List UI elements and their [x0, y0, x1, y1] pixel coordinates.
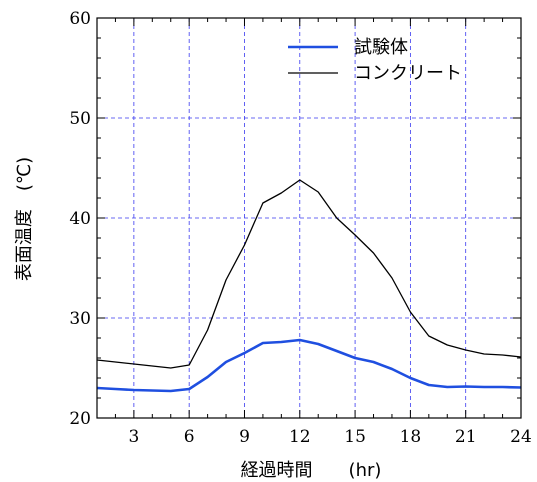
x-tick-label: 3: [128, 427, 139, 447]
x-tick-label: 9: [239, 427, 250, 447]
legend-label-1: 試験体: [354, 37, 408, 58]
x-tick-label: 21: [455, 427, 477, 447]
series-line-1: [96, 338, 522, 393]
y-tick-label: 50: [69, 109, 91, 129]
x-tick-label: 18: [400, 427, 422, 447]
axis-ticks: [96, 17, 522, 419]
grid-lines: [97, 18, 521, 418]
y-axis-title: 表面温度 (℃): [14, 157, 35, 281]
y-tick-label: 40: [69, 209, 91, 229]
x-tick-label: 15: [344, 427, 366, 447]
legend-label-2: コンクリート: [354, 63, 462, 84]
series-lines: [96, 179, 522, 393]
x-axis-title: 経過時間 (hr): [241, 460, 382, 481]
y-tick-label: 20: [69, 409, 91, 429]
y-tick-label: 30: [69, 309, 91, 329]
x-tick-label: 12: [289, 427, 311, 447]
x-tick-label: 24: [510, 427, 532, 447]
x-tick-label: 6: [184, 427, 195, 447]
series-line-2: [96, 179, 522, 369]
y-tick-label: 60: [69, 9, 91, 29]
tick-labels: 3 6 9 12 15 18 21 24 20 30 40 50 60: [69, 9, 531, 447]
